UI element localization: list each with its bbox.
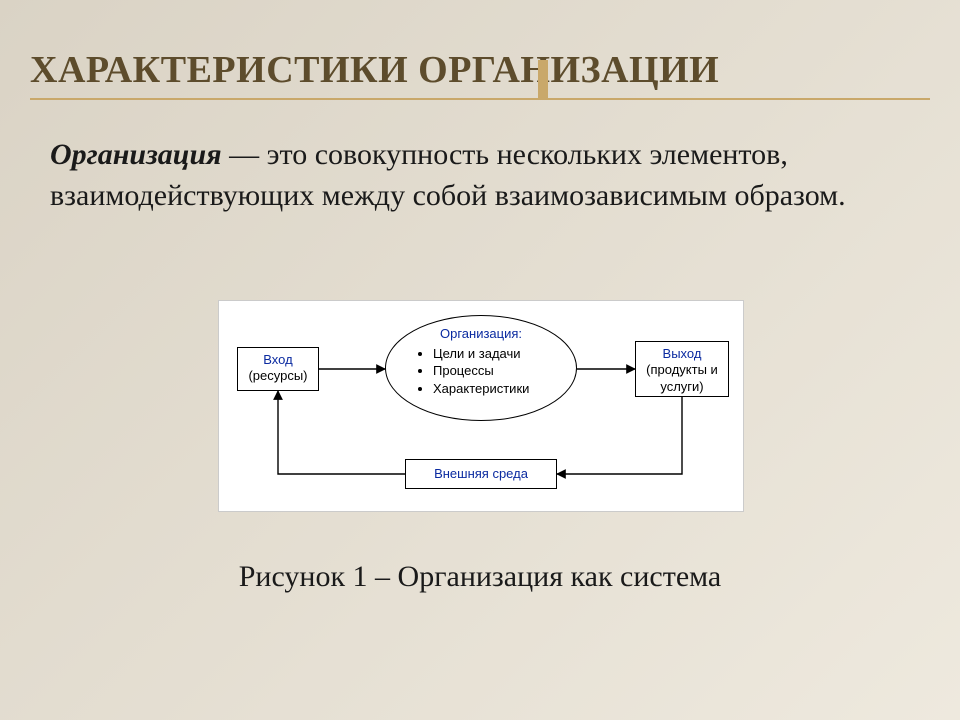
title-underline — [30, 98, 930, 100]
node-org-bullet: Процессы — [433, 362, 547, 380]
slide: ХАРАКТЕРИСТИКИ ОРГАНИЗАЦИИ Организация —… — [0, 0, 960, 720]
node-org-bullet: Характеристики — [433, 380, 547, 398]
diagram-node-org-content: Организация: Цели и задачи Процессы Хара… — [415, 325, 547, 397]
diagram-node-output: Выход (продукты и услуги) — [635, 341, 729, 397]
definition-paragraph: Организация — это совокупность нескольки… — [50, 135, 910, 216]
node-output-title: Выход — [642, 346, 722, 362]
diagram-edge — [278, 391, 405, 474]
diagram-node-env: Внешняя среда — [405, 459, 557, 489]
definition-term: Организация — [50, 138, 222, 171]
figure-caption: Рисунок 1 – Организация как система — [0, 560, 960, 594]
node-org-bullet: Цели и задачи — [433, 345, 547, 363]
definition-dash: — — [222, 138, 267, 171]
node-org-bullets: Цели и задачи Процессы Характеристики — [415, 345, 547, 398]
node-org-title: Организация: — [415, 325, 547, 343]
diagram-node-input: Вход (ресурсы) — [237, 347, 319, 391]
diagram-edge — [557, 397, 682, 474]
diagram: Вход (ресурсы) Организация: Цели и задач… — [218, 300, 744, 512]
node-env-title: Внешняя среда — [434, 466, 528, 482]
node-output-subtitle: (продукты и услуги) — [642, 362, 722, 395]
node-input-title: Вход — [244, 352, 312, 368]
accent-stripe — [538, 60, 548, 100]
slide-title: ХАРАКТЕРИСТИКИ ОРГАНИЗАЦИИ — [30, 48, 719, 92]
node-input-subtitle: (ресурсы) — [244, 368, 312, 384]
